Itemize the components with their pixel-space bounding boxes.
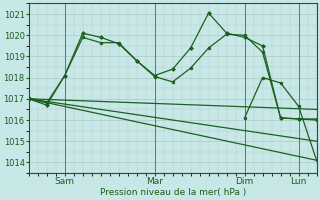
X-axis label: Pression niveau de la mer( hPa ): Pression niveau de la mer( hPa ): [100, 188, 246, 197]
